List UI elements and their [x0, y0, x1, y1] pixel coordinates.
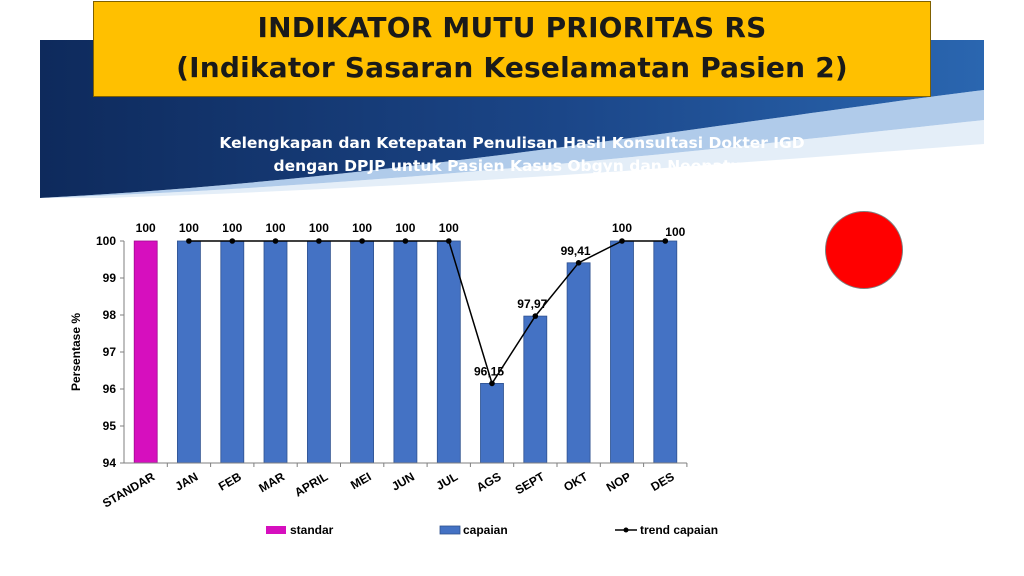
page-title-line1: INDIKATOR MUTU PRIORITAS RS — [257, 11, 767, 44]
trend-point-jan — [186, 238, 192, 244]
data-label-des: 100 — [665, 225, 685, 239]
x-tick-label-mar: MAR — [256, 469, 287, 495]
trend-point-mei — [359, 238, 365, 244]
y-axis-label: Persentase % — [69, 313, 83, 391]
data-labels-layer: 100 100 100 100 100 100 100 100 96,15 97,97 99,41 1… — [136, 221, 686, 378]
legend-label-trend: trend capaian — [640, 523, 718, 537]
legend-label-capaian: capaian — [463, 523, 508, 537]
trend-point-feb — [229, 238, 236, 244]
y-tick-label: 100 — [96, 234, 116, 248]
legend: standar capaian trend capaian — [266, 523, 718, 537]
data-label-jan: 100 — [179, 221, 199, 235]
data-label-april: 100 — [309, 221, 329, 235]
trend-point-nop — [619, 238, 625, 244]
bar-capaian-des — [653, 240, 678, 464]
data-label-feb: 100 — [222, 221, 242, 235]
status-indicator-red-circle — [825, 211, 903, 289]
bar-capaian-mei — [350, 240, 375, 464]
bar-capaian-nop — [610, 240, 634, 464]
legend-swatch-capaian — [439, 525, 461, 535]
subtitle-line1: Kelengkapan dan Ketepatan Penulisan Hasi… — [219, 134, 805, 152]
bar-capaian-jan — [176, 240, 201, 464]
legend-label-standar: standar — [290, 523, 334, 537]
bar-capaian-jun — [393, 240, 418, 464]
x-tick-label-mei: MEI — [348, 469, 373, 492]
trend-point-sept — [532, 313, 539, 319]
x-tick-label-sept: SEPT — [513, 469, 548, 497]
x-tick-label-feb: FEB — [216, 469, 244, 493]
x-tick-label-standar: STANDAR — [100, 469, 157, 510]
bar-standar-standar — [133, 240, 158, 464]
x-tick-label-jul: JUL — [434, 469, 461, 492]
data-label-jul: 100 — [439, 221, 459, 235]
data-label-mei: 100 — [352, 221, 372, 235]
x-tick-label-okt: OKT — [561, 469, 591, 494]
data-label-nop: 100 — [612, 221, 632, 235]
data-label-ags: 96,15 — [474, 364, 504, 378]
y-tick-label: 98 — [103, 308, 117, 322]
x-tick-label-des: DES — [648, 469, 676, 493]
trend-point-ags — [489, 380, 495, 387]
y-tick-label: 96 — [103, 382, 117, 396]
bar-capaian-feb — [220, 240, 245, 464]
trend-layer — [186, 238, 669, 387]
bar-capaian-april — [306, 240, 331, 464]
data-label-jun: 100 — [395, 221, 415, 235]
chart-subtitle: Kelengkapan dan Ketepatan Penulisan Hasi… — [150, 132, 874, 178]
trend-point-okt — [575, 260, 582, 266]
bar-capaian-ags — [480, 382, 504, 464]
data-label-standar: 100 — [136, 221, 156, 235]
title-box: INDIKATOR MUTU PRIORITAS RS (Indikator S… — [93, 1, 931, 97]
bars-layer — [133, 240, 678, 464]
data-label-mar: 100 — [265, 221, 285, 235]
trend-point-jun — [402, 238, 409, 244]
bar-capaian-jul — [436, 240, 461, 464]
page-title-line2: (Indikator Sasaran Keselamatan Pasien 2) — [176, 51, 848, 84]
trend-point-april — [316, 238, 322, 244]
trend-point-jul — [446, 238, 452, 244]
legend-swatch-standar — [266, 526, 286, 534]
x-tick-label-ags: AGS — [474, 469, 504, 494]
bar-capaian-mar — [263, 240, 288, 464]
x-tick-label-jun: JUN — [389, 469, 417, 493]
bar-capaian-sept — [523, 315, 548, 464]
trend-point-des — [662, 238, 669, 244]
x-tick-label-jan: JAN — [173, 469, 201, 493]
bar-capaian-okt — [566, 262, 591, 464]
data-label-sept: 97,97 — [517, 297, 547, 311]
data-label-okt: 99,41 — [561, 244, 591, 258]
trend-point-mar — [272, 238, 279, 244]
subtitle-line2: dengan DPJP untuk Pasien Kasus Obgyn dan… — [273, 157, 751, 175]
y-tick-label: 95 — [103, 419, 117, 433]
x-tick-label-april: APRIL — [292, 469, 330, 499]
y-tick-label: 99 — [103, 271, 117, 285]
trend-line — [188, 240, 666, 386]
y-tick-label: 97 — [103, 345, 117, 359]
y-tick-label: 94 — [103, 456, 117, 470]
x-tick-label-nop: NOP — [604, 469, 634, 494]
legend-marker-trend — [623, 527, 629, 533]
